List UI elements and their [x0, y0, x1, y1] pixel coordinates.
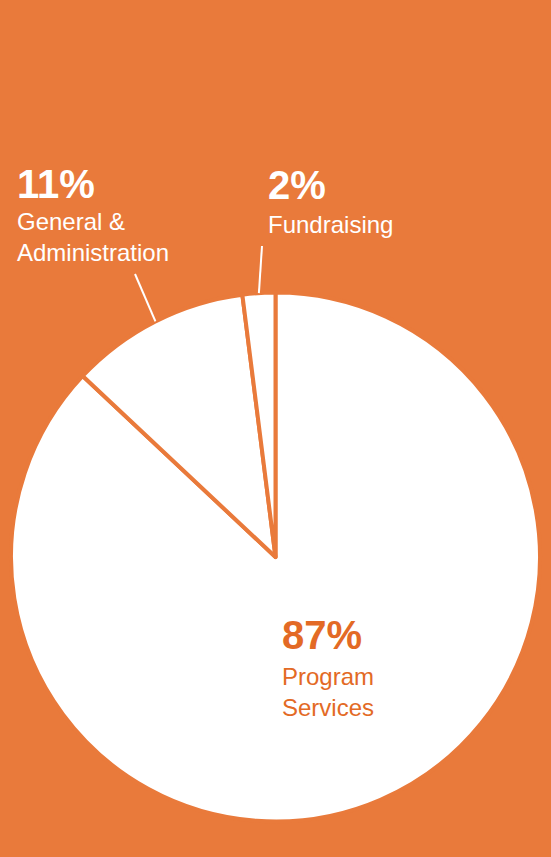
- svg-text:11%: 11%: [17, 162, 95, 206]
- svg-text:2%: 2%: [268, 163, 326, 207]
- svg-text:General &Administration: General &Administration: [17, 208, 169, 266]
- svg-text:87%: 87%: [282, 613, 362, 657]
- svg-text:Fundraising: Fundraising: [268, 211, 393, 238]
- svg-text:ProgramServices: ProgramServices: [282, 663, 374, 721]
